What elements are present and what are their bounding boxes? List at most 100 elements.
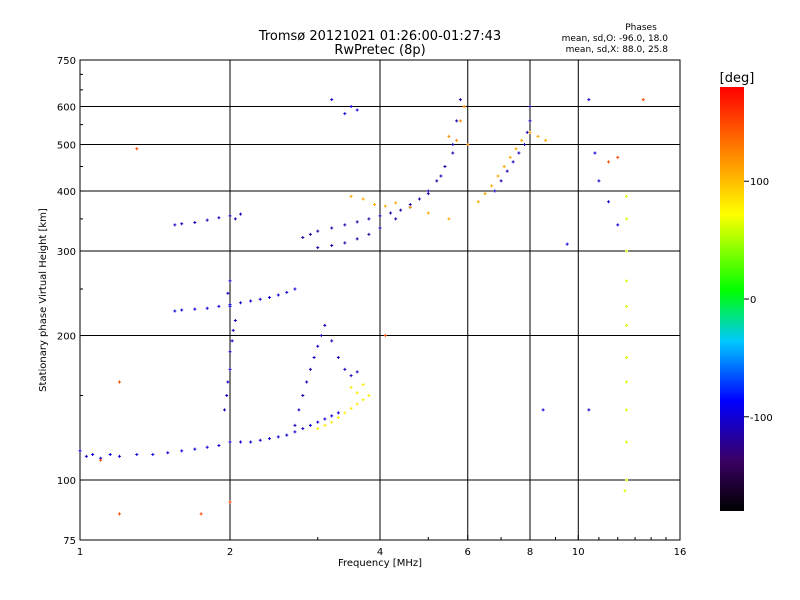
data-point <box>373 202 377 206</box>
data-point <box>173 223 177 227</box>
data-point <box>483 192 487 196</box>
colorbar-ticks: 100 0 -100 <box>744 177 773 424</box>
data-point <box>249 299 253 303</box>
x-ticks: 1 2 4 6 8 10 16 <box>77 535 686 558</box>
data-point <box>330 414 334 418</box>
data-point <box>587 408 591 412</box>
data-point <box>316 229 320 233</box>
data-point <box>180 308 184 312</box>
data-point <box>193 307 197 311</box>
data-point <box>625 249 629 253</box>
data-point <box>625 380 629 384</box>
data-point <box>587 98 591 102</box>
data-point <box>528 119 532 123</box>
data-point <box>323 423 327 427</box>
data-point <box>228 440 232 444</box>
data-point <box>458 119 462 123</box>
data-point <box>267 437 271 441</box>
data-point <box>625 304 629 308</box>
data-point <box>408 205 412 209</box>
data-point <box>417 197 421 201</box>
data-point <box>361 197 365 201</box>
data-point <box>514 147 518 151</box>
data-point <box>435 179 439 183</box>
data-point <box>607 160 611 164</box>
data-point <box>205 306 209 310</box>
data-point <box>267 296 271 300</box>
data-point <box>293 423 297 427</box>
data-point <box>316 420 320 424</box>
data-point <box>193 220 197 224</box>
data-point <box>217 444 221 448</box>
data-point <box>343 411 347 415</box>
data-point <box>499 179 503 183</box>
data-point <box>355 402 359 406</box>
data-point <box>455 119 459 123</box>
data-point <box>231 328 235 332</box>
x-tick-label: 8 <box>527 547 533 558</box>
data-point <box>451 143 455 147</box>
data-point <box>367 217 371 221</box>
y-tick-label: 75 <box>63 536 76 547</box>
chart-subtitle: RwPretec (8p) <box>334 43 425 58</box>
y-tick-label: 100 <box>57 476 76 487</box>
data-point <box>336 415 340 419</box>
data-point <box>180 449 184 453</box>
data-point <box>301 236 305 240</box>
data-point <box>607 200 611 204</box>
y-tick-label: 500 <box>57 141 76 152</box>
data-point <box>408 202 412 206</box>
data-point <box>239 301 243 305</box>
data-point <box>91 453 95 457</box>
data-point <box>458 98 462 102</box>
data-point <box>625 194 629 198</box>
data-point <box>316 427 320 431</box>
data-point <box>343 112 347 116</box>
data-point <box>117 380 121 384</box>
data-point <box>205 218 209 222</box>
data-point <box>349 374 353 378</box>
data-point <box>319 334 323 338</box>
data-point <box>462 105 466 109</box>
y-tick-label: 600 <box>57 103 76 114</box>
data-point <box>297 408 301 412</box>
data-point <box>285 433 289 437</box>
data-point <box>99 458 103 462</box>
data-point <box>466 143 470 147</box>
phase-info-x: mean, sd,X: 88.0, 25.8 <box>566 45 669 55</box>
x-tick-label: 6 <box>465 547 471 558</box>
data-point <box>355 108 359 112</box>
colorbar-tick-label: 100 <box>750 177 769 188</box>
data-point <box>135 147 139 151</box>
data-point <box>258 297 262 301</box>
y-ticks: 75 100 200 300 400 500 600 750 <box>57 56 85 547</box>
data-point <box>228 367 232 371</box>
data-point <box>330 98 334 102</box>
data-point <box>625 408 629 412</box>
data-point <box>343 223 347 227</box>
data-point <box>117 512 121 516</box>
data-point <box>330 339 334 343</box>
data-point <box>276 293 280 297</box>
data-point <box>496 174 500 178</box>
y-tick-label: 750 <box>57 56 76 67</box>
data-point <box>312 355 316 359</box>
y-tick-label: 200 <box>57 332 76 343</box>
data-point <box>394 217 398 221</box>
data-point <box>84 454 88 458</box>
data-point <box>293 287 297 291</box>
data-point <box>349 194 353 198</box>
data-point <box>623 489 627 493</box>
data-point <box>230 339 234 343</box>
data-point <box>239 212 243 216</box>
data-point <box>399 208 403 212</box>
data-point <box>443 164 447 168</box>
data-point <box>223 408 227 412</box>
data-point <box>308 367 312 371</box>
data-point <box>355 391 359 395</box>
data-point <box>276 435 280 439</box>
data-point <box>316 246 320 250</box>
data-point <box>455 138 459 142</box>
data-point <box>226 291 230 295</box>
